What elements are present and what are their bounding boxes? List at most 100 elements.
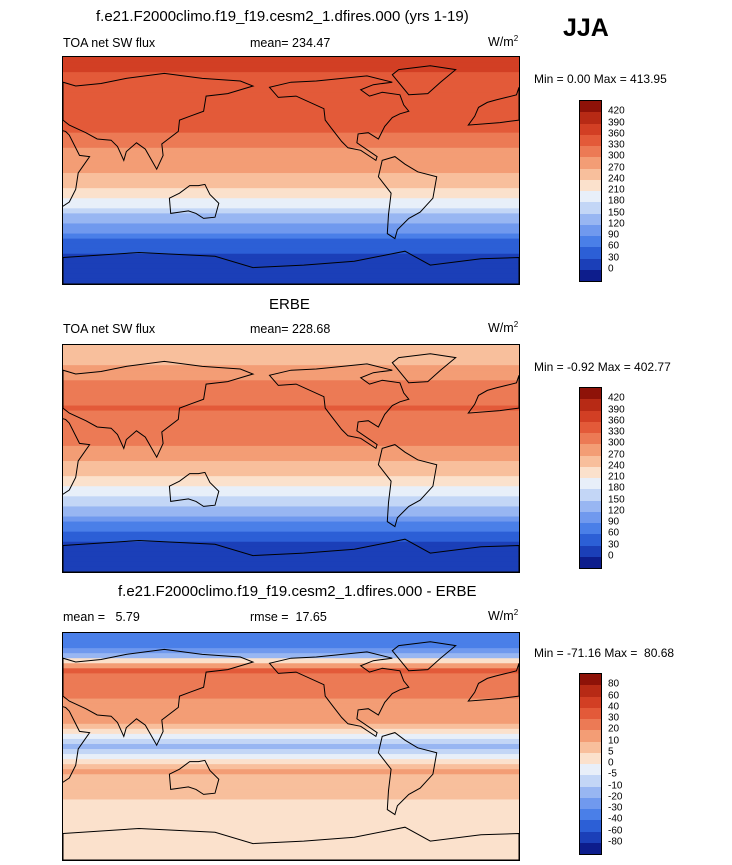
- field-band: [63, 678, 519, 685]
- colorbar-tick-label: 390: [608, 404, 625, 415]
- field-band: [63, 643, 519, 649]
- field-band: [63, 445, 519, 452]
- field-band: [63, 415, 519, 422]
- colorbar-tick-label: 360: [608, 415, 625, 427]
- panel-1-map: [62, 56, 520, 285]
- colorbar-tick-label: 210: [608, 184, 625, 196]
- colorbar-tick-label: 0: [608, 263, 614, 275]
- colorbar-swatch: [580, 421, 601, 433]
- field-band: [63, 693, 519, 700]
- field-band: [63, 698, 519, 705]
- colorbar-tick-label: -10: [608, 780, 623, 791]
- field-band: [63, 370, 519, 376]
- panel-1-minmax: Min = 0.00 Max = 413.95: [534, 72, 667, 86]
- panel-3-units: W/m2: [488, 608, 519, 624]
- field-band: [63, 82, 519, 88]
- colorbar-swatch: [580, 388, 601, 400]
- colorbar-swatch: [580, 213, 601, 225]
- colorbar-swatch: [580, 202, 601, 214]
- colorbar-tick-label: -20: [608, 791, 623, 803]
- field-band: [63, 743, 519, 750]
- colorbar-tick-label: -30: [608, 802, 623, 814]
- field-band: [63, 122, 519, 129]
- panel-3-mean-label: mean = 5.79: [63, 610, 140, 624]
- coastline: [63, 360, 255, 459]
- colorbar-swatch: [580, 786, 601, 798]
- colorbar-swatch: [580, 707, 601, 719]
- colorbar-swatch: [580, 752, 601, 764]
- colorbar-tick-label: 240: [608, 460, 625, 472]
- colorbar-tick-label: 330: [608, 426, 625, 438]
- colorbar-tick-label: -40: [608, 813, 623, 825]
- field-band: [63, 844, 519, 851]
- colorbar-swatch: [580, 466, 601, 478]
- field-band: [63, 461, 519, 467]
- field-band: [63, 506, 519, 513]
- field-band: [63, 723, 519, 730]
- field-band: [63, 218, 519, 225]
- colorbar-tick-label: 150: [608, 494, 625, 505]
- field-band: [63, 157, 519, 164]
- field-band: [63, 117, 519, 124]
- panel-1-title: f.e21.F2000climo.f19_f19.cesm2_1.dfires.…: [96, 8, 469, 25]
- coastline: [63, 72, 255, 171]
- panel-2-colorbar: [579, 387, 602, 569]
- coastline: [63, 250, 519, 284]
- colorbar-tick-label: -5: [608, 768, 617, 780]
- colorbar-tick-label: 5: [608, 746, 614, 758]
- field-band: [63, 162, 519, 169]
- field-band: [63, 67, 519, 73]
- field-band: [63, 556, 519, 563]
- field-band: [63, 471, 519, 477]
- field-band: [63, 173, 519, 179]
- colorbar-tick-label: 0: [608, 550, 614, 562]
- field-band: [63, 829, 519, 836]
- colorbar-tick-label: 30: [608, 539, 620, 550]
- colorbar-swatch: [580, 399, 601, 411]
- season-label: JJA: [563, 14, 609, 42]
- field-band: [63, 546, 519, 553]
- field-band: [63, 183, 519, 189]
- coastline: [268, 651, 410, 738]
- coastline: [391, 353, 457, 384]
- field-band: [63, 455, 519, 462]
- field-band: [63, 395, 519, 402]
- field-band: [63, 633, 519, 639]
- field-band: [63, 410, 519, 417]
- field-band: [63, 77, 519, 83]
- colorbar-swatch: [580, 224, 601, 236]
- field-band: [63, 834, 519, 841]
- colorbar-tick-label: 330: [608, 139, 625, 151]
- field-band: [63, 213, 519, 220]
- field-band: [63, 849, 519, 856]
- colorbar-swatch: [580, 258, 601, 270]
- colorbar-swatch: [580, 842, 601, 854]
- field-band: [63, 703, 519, 710]
- colorbar-swatch: [580, 831, 601, 843]
- field-band: [63, 268, 519, 275]
- panel-3-field: [63, 633, 519, 860]
- colorbar-tick-label: 420: [608, 392, 625, 404]
- coastline: [63, 706, 91, 783]
- field-band: [63, 132, 519, 139]
- panel-3-map: [62, 632, 520, 861]
- panel-2-field: [63, 345, 519, 572]
- field-band: [63, 663, 519, 669]
- field-band: [63, 566, 519, 572]
- field-band: [63, 440, 519, 447]
- colorbar-tick-label: 90: [608, 516, 620, 528]
- colorbar-tick-label: 120: [608, 505, 625, 517]
- field-band: [63, 759, 519, 765]
- field-band: [63, 728, 519, 735]
- field-band: [63, 430, 519, 437]
- colorbar-tick-label: 20: [608, 723, 620, 735]
- field-band: [63, 87, 519, 93]
- field-band: [63, 375, 519, 381]
- field-band: [63, 789, 519, 796]
- field-band: [63, 263, 519, 270]
- colorbar-tick-label: 270: [608, 449, 625, 460]
- field-band: [63, 273, 519, 280]
- field-band: [63, 223, 519, 230]
- panel-2-map: [62, 344, 520, 573]
- field-band: [63, 178, 519, 184]
